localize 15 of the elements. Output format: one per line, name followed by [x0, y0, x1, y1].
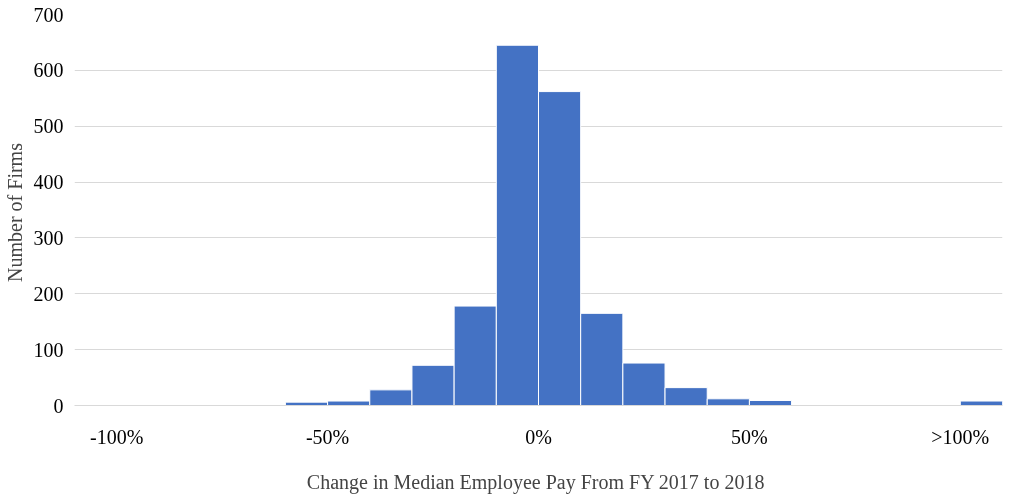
- y-tick-label: 400: [33, 171, 64, 194]
- x-tick-label: -50%: [305, 425, 350, 448]
- x-tick-label: 0%: [525, 425, 552, 448]
- y-tick-label: 0: [53, 394, 64, 417]
- x-tick-label: 50%: [731, 425, 768, 448]
- x-axis-title: Change in Median Employee Pay From FY 2017 to 2018: [306, 470, 765, 494]
- y-tick-label: 500: [33, 115, 64, 138]
- y-tick-label: 700: [33, 3, 64, 26]
- x-tick-label: -100%: [90, 425, 144, 448]
- y-tick-label: 200: [33, 282, 64, 305]
- y-axis-title: Number of Firms: [3, 142, 26, 282]
- y-tick-label: 100: [33, 338, 64, 361]
- x-tick-label: >100%: [931, 425, 990, 448]
- y-tick-label: 300: [33, 226, 64, 249]
- y-tick-label: 600: [33, 59, 64, 82]
